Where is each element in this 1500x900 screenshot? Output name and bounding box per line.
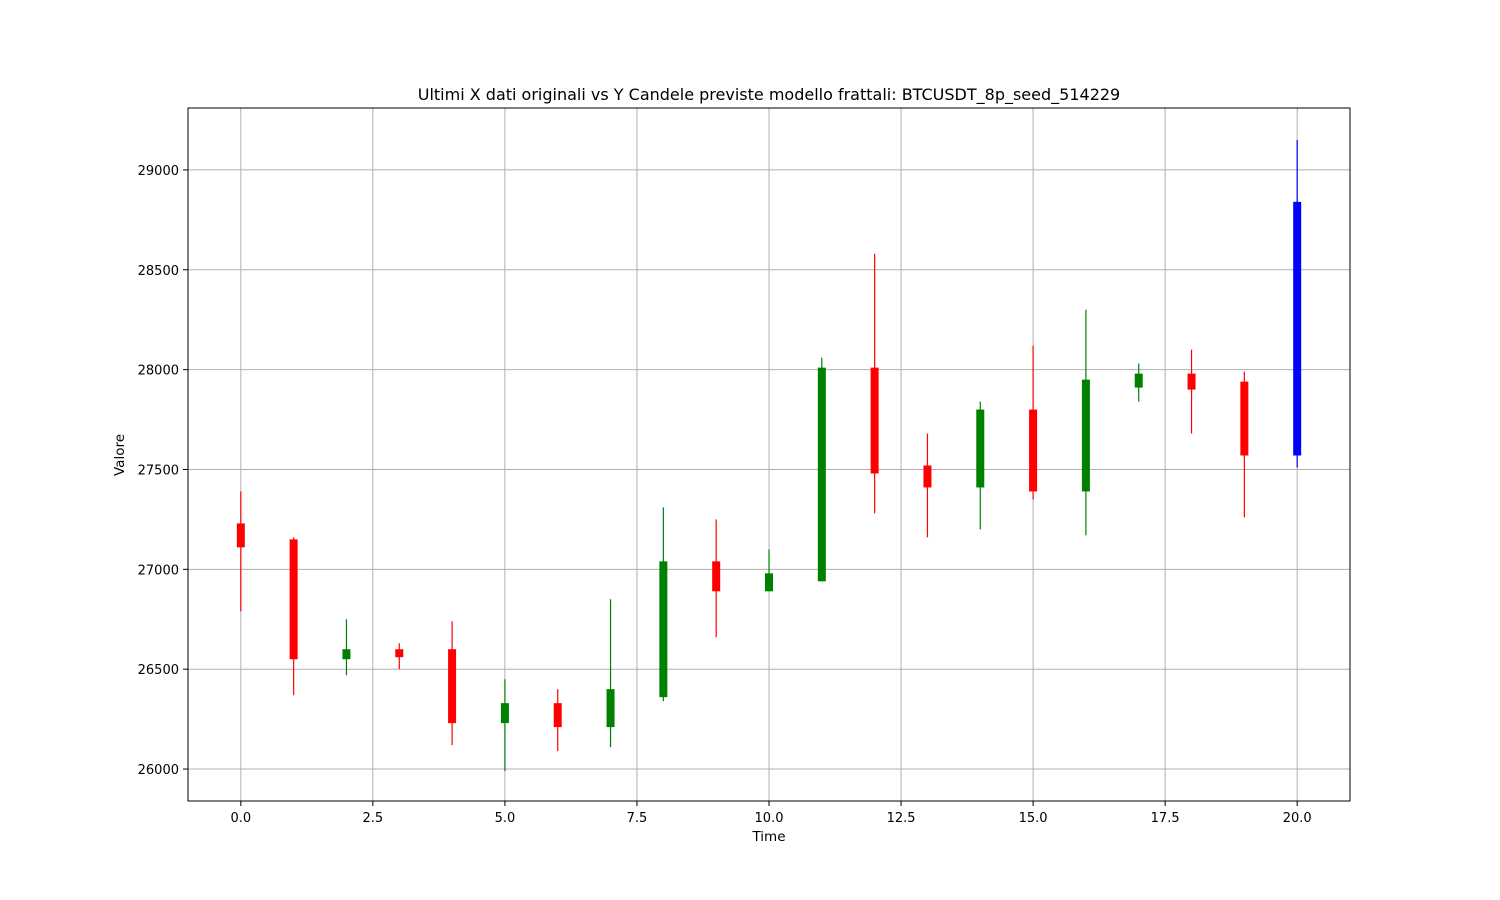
y-tick-label: 27500 — [138, 463, 179, 478]
candle-body — [1134, 373, 1143, 388]
y-tick-label: 27000 — [138, 563, 179, 578]
candle-body — [870, 367, 879, 474]
x-axis-label: Time — [751, 829, 785, 845]
x-tick-label: 7.5 — [627, 811, 648, 826]
candle-body — [976, 409, 985, 488]
y-tick-label: 28500 — [138, 264, 179, 279]
x-tick-label: 10.0 — [755, 811, 784, 826]
candle-body — [923, 465, 932, 488]
candle-body — [395, 649, 404, 658]
candle-body — [1029, 409, 1038, 492]
x-tick-label: 17.5 — [1151, 811, 1180, 826]
candle-body — [289, 539, 298, 660]
chart-title: Ultimi X dati originali vs Y Candele pre… — [418, 85, 1120, 105]
candles — [236, 139, 1302, 772]
candle-body — [765, 573, 773, 592]
x-tick-label: 2.5 — [363, 811, 384, 826]
x-axis-ticks: 0.0 2.5 5.0 7.5 10.0 12.5 15.0 17.5 20.0 — [230, 801, 1312, 826]
candle-body — [1240, 381, 1249, 456]
candle-body — [342, 649, 351, 660]
x-tick-label: 0.0 — [230, 811, 251, 826]
candle-body — [236, 523, 245, 548]
y-axis-ticks: 26000 26500 27000 27500 28000 28500 29000 — [138, 164, 188, 778]
y-tick-label: 28000 — [138, 364, 179, 379]
candle-body — [553, 703, 562, 728]
candle-body — [448, 649, 457, 724]
x-tick-label: 15.0 — [1019, 811, 1048, 826]
y-tick-label: 26500 — [138, 663, 179, 678]
grid-lines — [188, 108, 1350, 801]
candle-body — [1081, 379, 1090, 492]
candle-body — [606, 689, 615, 728]
y-tick-label: 26000 — [138, 763, 179, 778]
x-tick-label: 12.5 — [887, 811, 916, 826]
candle-body — [500, 703, 509, 724]
y-tick-label: 29000 — [138, 164, 179, 179]
candle-body — [712, 561, 721, 592]
y-axis-label: Valore — [112, 434, 128, 476]
candle-body — [817, 367, 826, 582]
candle-body — [1293, 201, 1302, 456]
x-tick-label: 20.0 — [1283, 811, 1312, 826]
candle-body — [1187, 373, 1196, 390]
candle-body — [659, 561, 668, 698]
x-tick-label: 5.0 — [495, 811, 516, 826]
